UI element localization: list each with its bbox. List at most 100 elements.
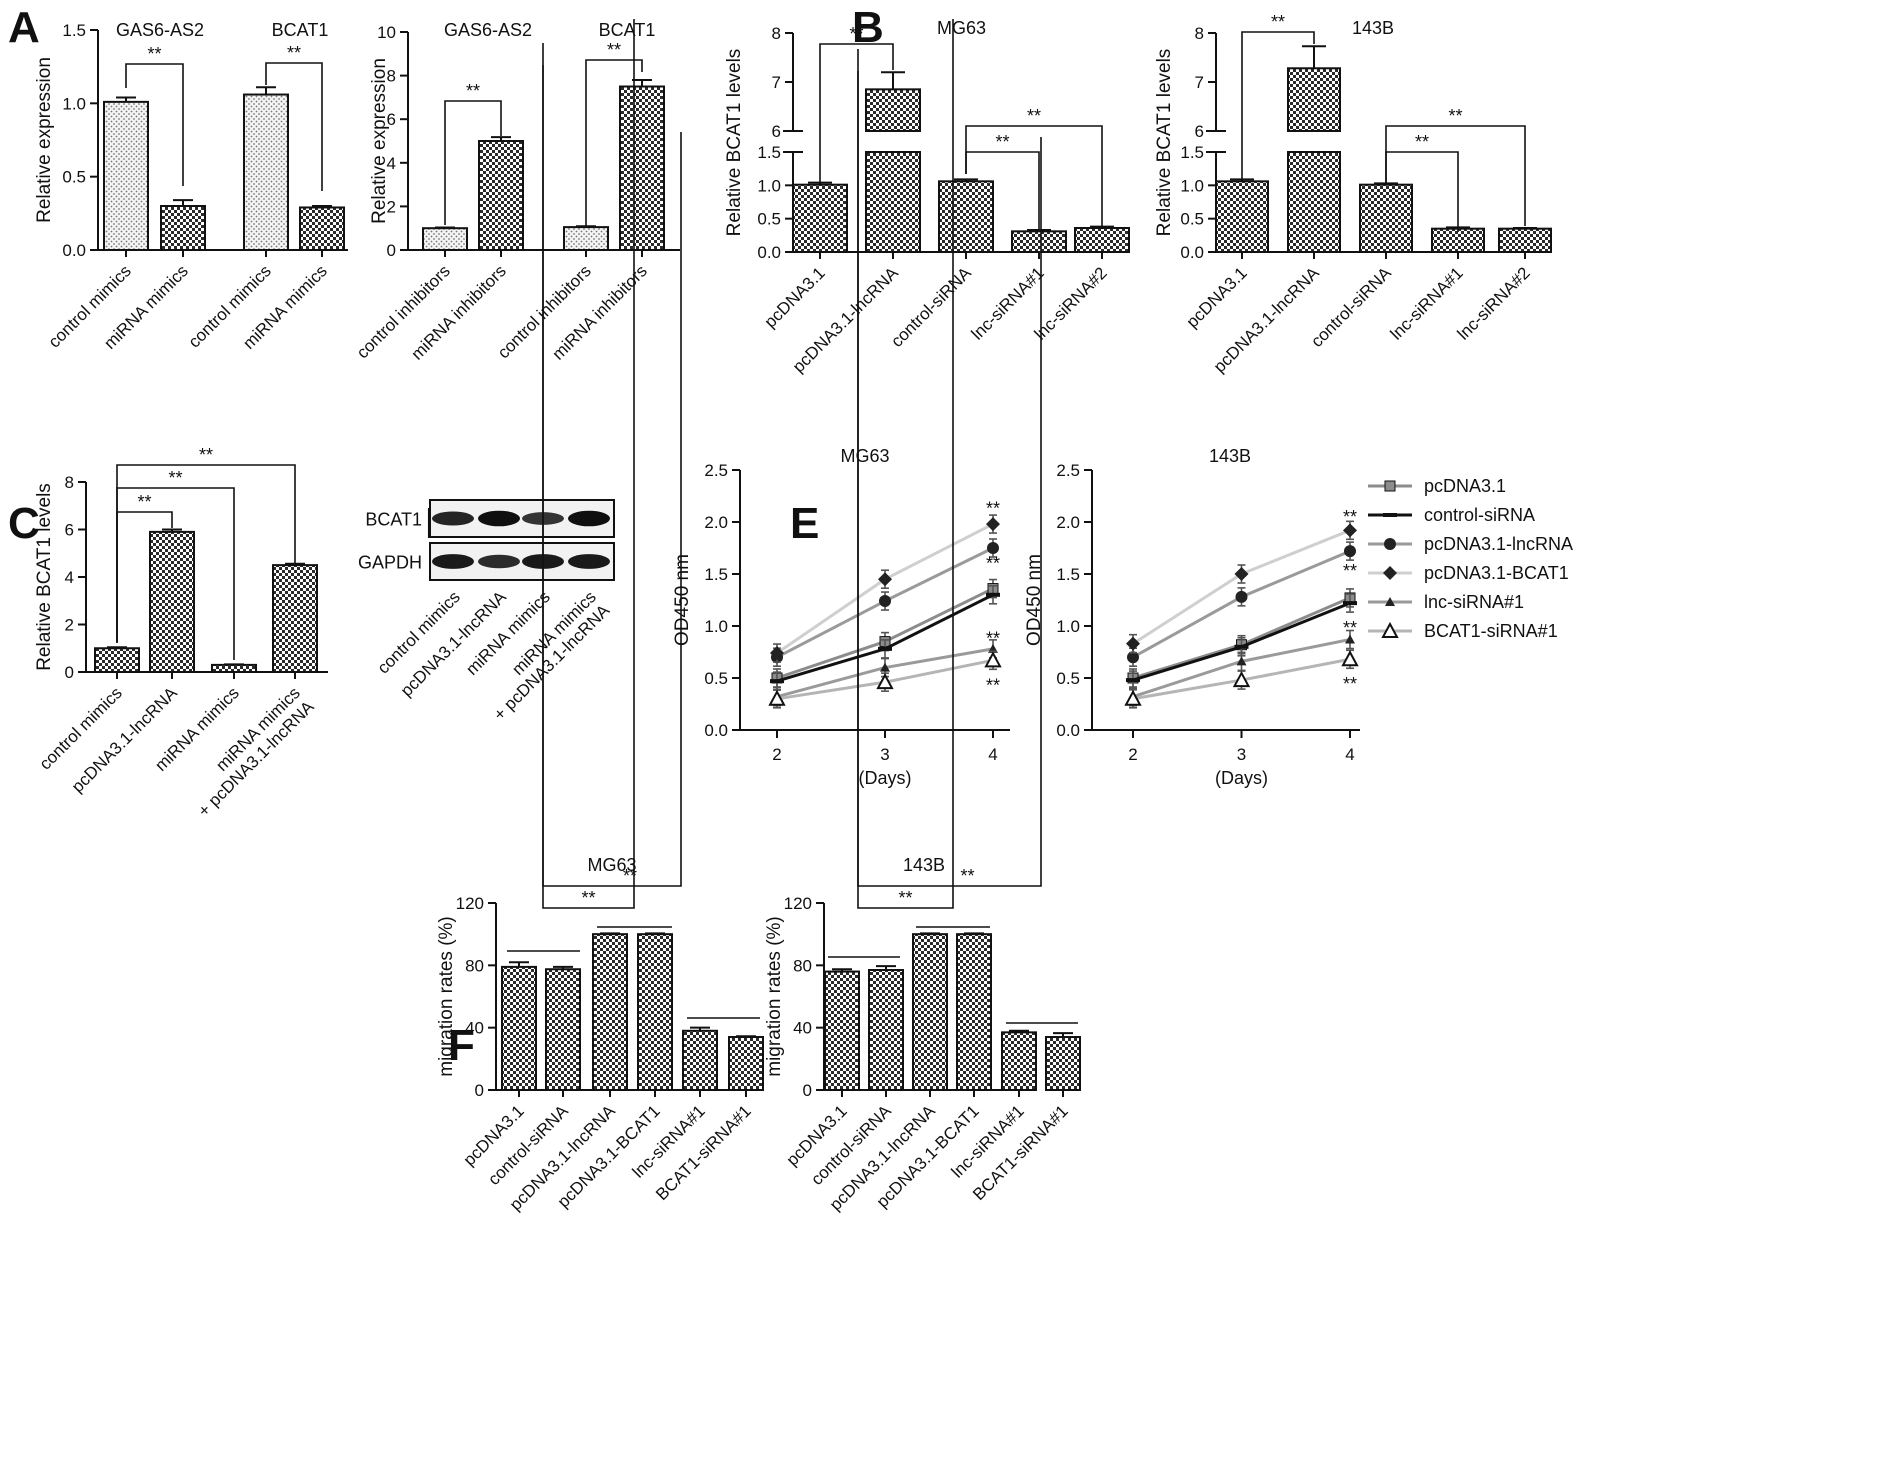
bar <box>94 647 140 673</box>
series-line <box>1132 528 1351 645</box>
marker-triangle-open <box>1381 621 1399 638</box>
marker-circle <box>1235 590 1248 603</box>
bar <box>1431 227 1485 254</box>
panel-letter-c: C <box>8 499 40 548</box>
significance-label: ** <box>986 554 1000 574</box>
marker-dash <box>1126 678 1140 683</box>
marker-diamond <box>878 572 892 587</box>
x-tick-label: 3 <box>880 745 889 764</box>
marker-diamond <box>1126 636 1140 651</box>
y-tick-label: 4 <box>387 154 396 173</box>
marker-triangle-open <box>768 689 786 706</box>
y-axis-label: migration rates (%) <box>436 916 457 1077</box>
group-label: BCAT1 <box>599 20 656 40</box>
marker-triangle-open <box>984 651 1002 668</box>
y-tick-label: 0.0 <box>62 241 86 260</box>
blot-band <box>478 510 520 527</box>
panel-letter-e: E <box>790 499 819 548</box>
chart-title: 143B <box>1209 446 1251 466</box>
marker-triangle <box>1236 656 1247 666</box>
panel-letter-a: A <box>8 3 40 52</box>
blot-band <box>432 554 474 569</box>
y-tick-label: 1.0 <box>1056 617 1080 636</box>
y-tick-label: 2.5 <box>704 461 728 480</box>
panel-letter-f: F <box>448 1021 475 1070</box>
y-axis-label: OD450 nm <box>672 554 693 646</box>
significance-label: ** <box>898 888 912 908</box>
y-tick-label: 80 <box>793 956 812 975</box>
y-axis-label: OD450 nm <box>1024 554 1045 646</box>
bar <box>956 933 992 1092</box>
significance-bracket <box>857 71 1042 887</box>
x-category-label: miRNA mimics+ pcDNA3.1-lncRNA <box>180 683 318 821</box>
marker-circle <box>1127 651 1139 664</box>
marker-dash <box>1234 644 1249 649</box>
significance-label: ** <box>986 628 1000 648</box>
significance-label: ** <box>1343 507 1357 527</box>
y-tick-label: 0 <box>803 1081 812 1100</box>
marker-triangle-open <box>1341 650 1359 667</box>
significance-bracket <box>265 62 323 191</box>
y-axis-label: Relative BCAT1 levels <box>34 483 55 671</box>
group-label: GAS6-AS2 <box>444 20 532 40</box>
marker-dash <box>1383 513 1397 517</box>
legend-label: pcDNA3.1-BCAT1 <box>1424 563 1569 583</box>
significance-bracket <box>542 65 682 887</box>
significance-bracket <box>1385 125 1526 226</box>
chart-title: 143B <box>1352 18 1394 38</box>
y-tick-label: 40 <box>793 1019 812 1038</box>
y-axis-label: Relative BCAT1 levels <box>1154 49 1175 237</box>
chart-title: 143B <box>903 855 945 875</box>
y-tick-label: 0.5 <box>757 210 781 229</box>
y-axis-label: Relative expression <box>34 57 55 223</box>
bar <box>592 933 628 1092</box>
bar <box>824 970 860 1091</box>
y-tick-label: 2.0 <box>704 513 728 532</box>
bar <box>1001 1031 1037 1092</box>
y-axis-label: Relative expression <box>369 58 390 224</box>
y-tick-label: 10 <box>377 23 396 42</box>
x-tick-label: 3 <box>1237 745 1246 764</box>
y-tick-label: 0.5 <box>62 168 86 187</box>
y-tick-label: 120 <box>456 894 484 913</box>
bar <box>938 180 994 253</box>
y-tick-label: 2.5 <box>1056 461 1080 480</box>
y-tick-label: 6 <box>387 110 396 129</box>
legend-label: BCAT1-siRNA#1 <box>1424 621 1558 641</box>
bar <box>1498 227 1552 254</box>
chart-b2-143b-bcat1-levels: 0.0 0.5 1.0 1.5 6 7 8 Relative BCAT1 levels 143B… <box>1154 12 1552 376</box>
y-tick-label: 0.0 <box>757 243 781 262</box>
chart-b1-mg63-bcat1-levels: 0.0 0.5 1.0 1.5 6 7 8 Relative BCAT1 levels MG63… <box>724 18 1130 376</box>
significance-label: ** <box>986 675 1000 695</box>
y-tick-label: 8 <box>387 67 396 86</box>
legend-label: pcDNA3.1 <box>1424 476 1506 496</box>
marker-dash <box>878 646 892 651</box>
x-category-label: pcDNA3.1 <box>761 263 829 331</box>
legend-label: pcDNA3.1-lncRNA <box>1424 534 1573 554</box>
bar-lower-segment <box>1287 151 1341 253</box>
significance-label: ** <box>607 40 621 60</box>
y-tick-label: 4 <box>65 568 74 587</box>
significance-label: ** <box>1415 132 1429 152</box>
bar <box>1011 230 1067 253</box>
significance-bracket <box>819 43 894 182</box>
y-tick-label: 1.5 <box>62 21 86 40</box>
blot-row-label: BCAT1 <box>365 510 422 530</box>
bar <box>299 206 345 251</box>
bar <box>1074 227 1130 253</box>
bar <box>637 933 673 1092</box>
x-category-label: control inhibitors <box>353 261 454 362</box>
bar-upper-segment <box>1287 67 1341 132</box>
marker-diamond <box>986 517 1000 532</box>
marker-triangle <box>1385 597 1395 606</box>
bar <box>1215 180 1269 253</box>
y-tick-label: 0.5 <box>704 669 728 688</box>
marker-triangle-open <box>1232 670 1251 688</box>
significance-label: ** <box>466 81 480 101</box>
marker-dash <box>1343 601 1357 606</box>
chart-title: MG63 <box>587 855 636 875</box>
marker-diamond <box>770 646 784 661</box>
bar <box>272 564 318 673</box>
bar <box>545 968 581 1092</box>
